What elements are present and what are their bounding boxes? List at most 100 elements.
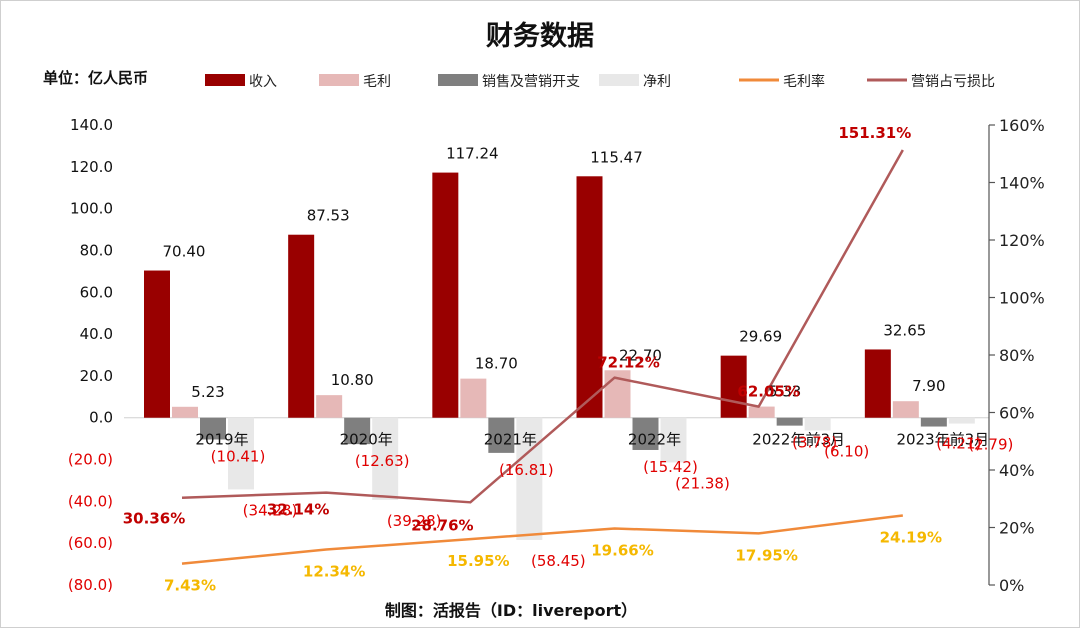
label-gross-margin-0: 7.43% bbox=[164, 577, 216, 595]
label-revenue-2: 117.24 bbox=[446, 145, 499, 163]
y-left-tick-0: 140.0 bbox=[70, 116, 113, 134]
bar-0-5 bbox=[864, 349, 891, 418]
x-tick-0: 2019年 bbox=[195, 431, 248, 449]
legend-label-2: 销售及营销开支 bbox=[482, 74, 580, 90]
bar-2-5 bbox=[920, 417, 947, 427]
bar-3-3 bbox=[660, 417, 687, 463]
label-revenue-5: 32.65 bbox=[883, 321, 926, 339]
bar-2-4 bbox=[776, 417, 803, 426]
label-net-2: (58.45) bbox=[531, 552, 586, 570]
y-left-tick-7: 0.0 bbox=[89, 409, 113, 427]
y-left-tick-6: 20.0 bbox=[80, 367, 113, 385]
y-right-tick-3: 100% bbox=[999, 289, 1045, 308]
label-marketing-ratio-3: 72.12% bbox=[597, 354, 659, 372]
label-revenue-0: 70.40 bbox=[163, 243, 206, 261]
footer-credit: 制图：活报告（ID：livereport） bbox=[385, 601, 637, 620]
y-right-tick-8: 0% bbox=[999, 576, 1024, 595]
y-right-tick-0: 160% bbox=[999, 116, 1045, 135]
x-tick-1: 2020年 bbox=[340, 431, 393, 449]
legend-label-1: 毛利 bbox=[363, 74, 391, 90]
label-marketing-ratio-5: 151.31% bbox=[838, 124, 911, 142]
legend-swatch-0 bbox=[205, 74, 245, 86]
axes: 140.0 120.0 100.0 80.0 60.0 40.0 20.0 0.0 (20.0)… bbox=[68, 116, 1045, 595]
bar-0-4 bbox=[720, 355, 747, 418]
y-right-tick-7: 20% bbox=[999, 519, 1035, 538]
y-left-tick-8: (20.0) bbox=[68, 451, 113, 469]
label-gross-1: 10.80 bbox=[331, 371, 374, 389]
label-gross-margin-1: 12.34% bbox=[303, 563, 365, 581]
label-net-3: (21.38) bbox=[675, 474, 730, 492]
bar-0-0 bbox=[144, 270, 170, 418]
data-labels: 2019年 2020年 2021年 2022年 2022年前3月 2023年前3月 70.4… bbox=[123, 124, 1014, 595]
legend-label-3: 净利 bbox=[643, 74, 671, 90]
bar-0-1 bbox=[288, 234, 315, 418]
label-gross-4: 5.33 bbox=[768, 383, 801, 401]
bar-2-0 bbox=[200, 417, 226, 440]
bar-1-4 bbox=[748, 406, 775, 418]
y-right-tick-6: 40% bbox=[999, 461, 1035, 480]
label-net-0: (34.28) bbox=[243, 501, 298, 519]
bar-3-5 bbox=[948, 417, 975, 424]
y-left-tick-1: 120.0 bbox=[70, 158, 113, 176]
bar-0-3 bbox=[576, 176, 603, 418]
bar-3-0 bbox=[228, 417, 254, 490]
label-sales-2: (16.81) bbox=[499, 461, 554, 479]
y-left-tick-11: (80.0) bbox=[68, 576, 113, 594]
legend-swatch-2 bbox=[438, 74, 478, 86]
bar-3-1 bbox=[372, 417, 399, 500]
unit-label: 单位：亿人民币 bbox=[43, 69, 148, 87]
label-gross-margin-4: 17.95% bbox=[735, 546, 797, 564]
label-net-1: (39.28) bbox=[387, 512, 442, 530]
x-tick-2: 2021年 bbox=[484, 431, 537, 449]
label-marketing-ratio-4: 62.05% bbox=[737, 383, 799, 401]
chart-title: 财务数据 bbox=[486, 21, 594, 52]
bar-3-2 bbox=[516, 417, 543, 540]
label-revenue-3: 115.47 bbox=[590, 148, 643, 166]
y-left-tick-4: 60.0 bbox=[80, 283, 113, 301]
y-left-tick-2: 100.0 bbox=[70, 200, 113, 218]
bar-2-1 bbox=[344, 417, 371, 445]
legend-swatch-3 bbox=[599, 74, 639, 86]
label-sales-3: (15.42) bbox=[643, 458, 698, 476]
line-series-1 bbox=[181, 149, 904, 504]
bar-1-0 bbox=[172, 406, 198, 418]
y-right-tick-2: 120% bbox=[999, 231, 1045, 250]
y-right-tick-1: 140% bbox=[999, 174, 1045, 193]
line-series-0 bbox=[181, 514, 903, 565]
label-gross-5: 7.90 bbox=[912, 377, 945, 395]
legend-label-4: 毛利率 bbox=[783, 73, 825, 90]
label-sales-4: (3.78) bbox=[792, 434, 837, 452]
bar-2-3 bbox=[632, 417, 659, 450]
label-gross-2: 18.70 bbox=[475, 355, 518, 373]
x-tick-3: 2022年 bbox=[628, 431, 681, 449]
bar-1-1 bbox=[316, 395, 343, 418]
label-sales-0: (10.41) bbox=[211, 447, 266, 465]
legend-label-0: 收入 bbox=[249, 74, 277, 90]
label-net-5: (2.79) bbox=[968, 436, 1013, 454]
y-right-tick-5: 60% bbox=[999, 404, 1035, 423]
label-gross-margin-2: 15.95% bbox=[447, 552, 509, 570]
label-marketing-ratio-1: 32.14% bbox=[267, 501, 329, 519]
bar-1-5 bbox=[892, 401, 919, 418]
label-gross-0: 5.23 bbox=[191, 383, 224, 401]
label-net-4: (6.10) bbox=[824, 442, 869, 460]
label-gross-margin-3: 19.66% bbox=[591, 541, 653, 559]
bars bbox=[144, 172, 975, 540]
legend-label-5: 营销占亏损比 bbox=[911, 74, 995, 90]
y-left-tick-5: 40.0 bbox=[80, 325, 113, 343]
label-marketing-ratio-2: 28.76% bbox=[411, 516, 473, 534]
x-tick-4: 2022年前3月 bbox=[752, 431, 845, 449]
bar-2-2 bbox=[488, 417, 515, 453]
lines bbox=[181, 149, 904, 565]
label-revenue-4: 29.69 bbox=[739, 328, 782, 346]
bar-3-4 bbox=[804, 417, 831, 431]
label-gross-margin-5: 24.19% bbox=[880, 528, 942, 546]
label-revenue-1: 87.53 bbox=[307, 207, 350, 225]
y-right-tick-4: 80% bbox=[999, 346, 1035, 365]
bar-0-2 bbox=[432, 172, 459, 418]
y-left-tick-10: (60.0) bbox=[68, 534, 113, 552]
legend-swatch-1 bbox=[319, 74, 359, 86]
label-sales-1: (12.63) bbox=[355, 452, 410, 470]
